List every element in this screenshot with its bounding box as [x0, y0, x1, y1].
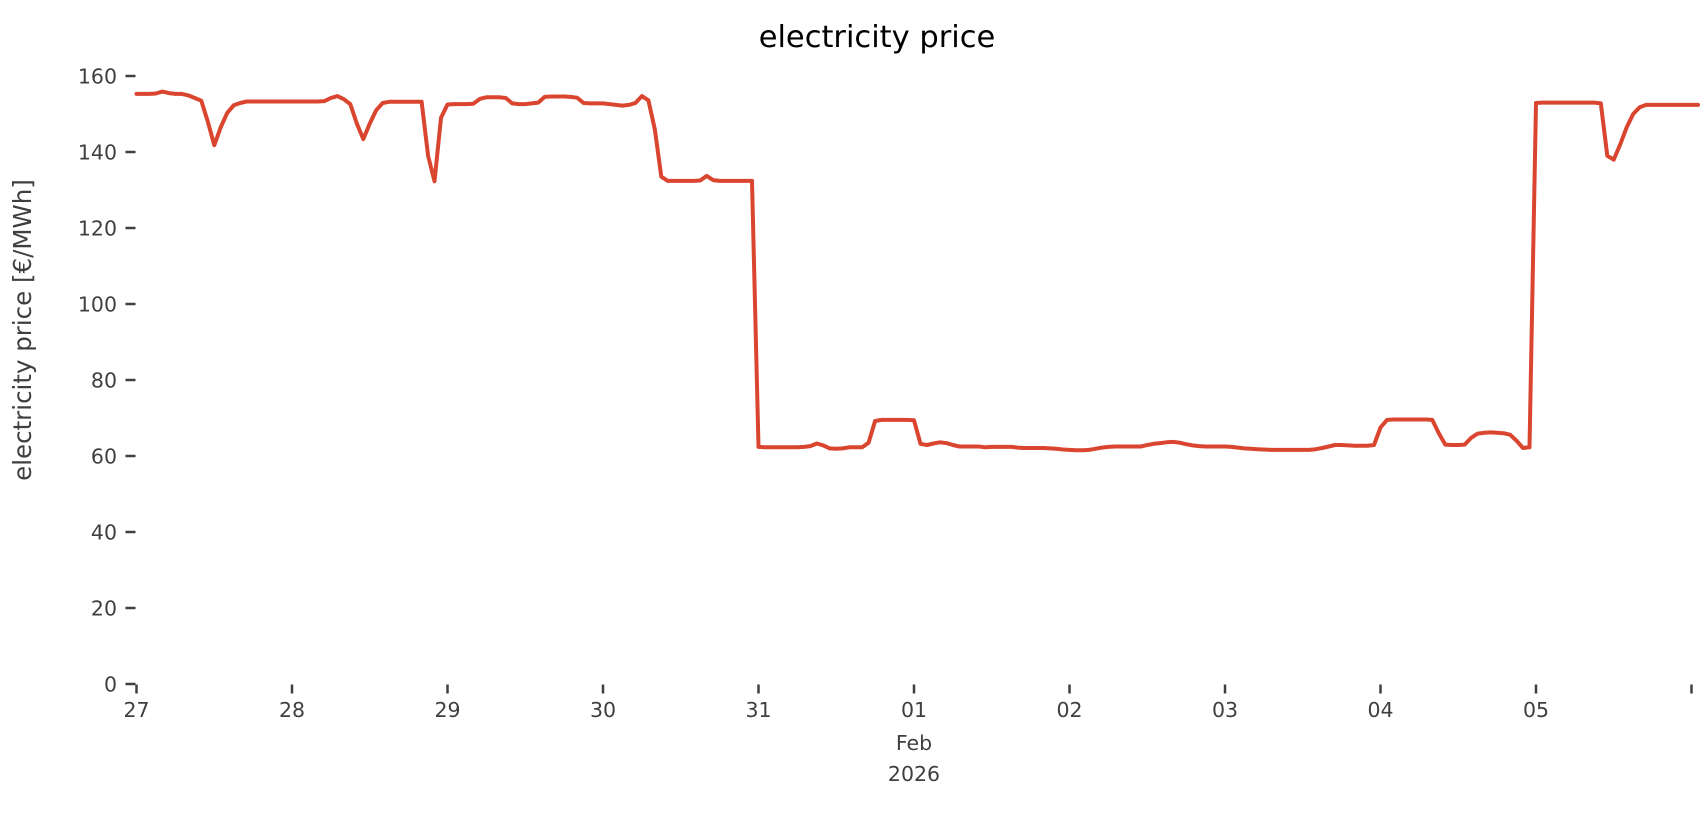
- x-tick-label: 02: [1056, 698, 1082, 722]
- x-axis-month-label: Feb: [896, 731, 932, 755]
- y-tick-label: 100: [78, 293, 117, 317]
- x-axis-year-label: 2026: [888, 762, 940, 786]
- y-tick-label: 140: [78, 141, 117, 165]
- x-tick-label: 01: [901, 698, 927, 722]
- y-tick-label: 120: [78, 217, 117, 241]
- chart-title: electricity price: [759, 20, 996, 55]
- x-ticks: 27 28 29 30 31 01 02 03 04 05: [123, 684, 1693, 722]
- y-tick-label: 160: [78, 65, 117, 89]
- y-ticks: 0 20 40 60 80 100 120 140 160: [78, 65, 136, 697]
- x-tick-label: 31: [745, 698, 771, 722]
- x-tick-label: 27: [123, 698, 149, 722]
- x-tick-label: 30: [590, 698, 616, 722]
- y-tick-label: 80: [91, 369, 117, 393]
- x-tick-label: 29: [434, 698, 460, 722]
- y-tick-label: 20: [91, 597, 117, 621]
- y-tick-label: 40: [91, 521, 117, 545]
- x-tick-label: 05: [1523, 698, 1549, 722]
- x-tick-label: 03: [1212, 698, 1238, 722]
- y-tick-label: 60: [91, 445, 117, 469]
- y-axis-label: electricity price [€/MWh]: [8, 179, 37, 481]
- price-line-series: [134, 89, 1700, 453]
- x-tick-label: 04: [1367, 698, 1393, 722]
- y-tick-label: 0: [104, 673, 117, 697]
- x-tick-label: 28: [279, 698, 305, 722]
